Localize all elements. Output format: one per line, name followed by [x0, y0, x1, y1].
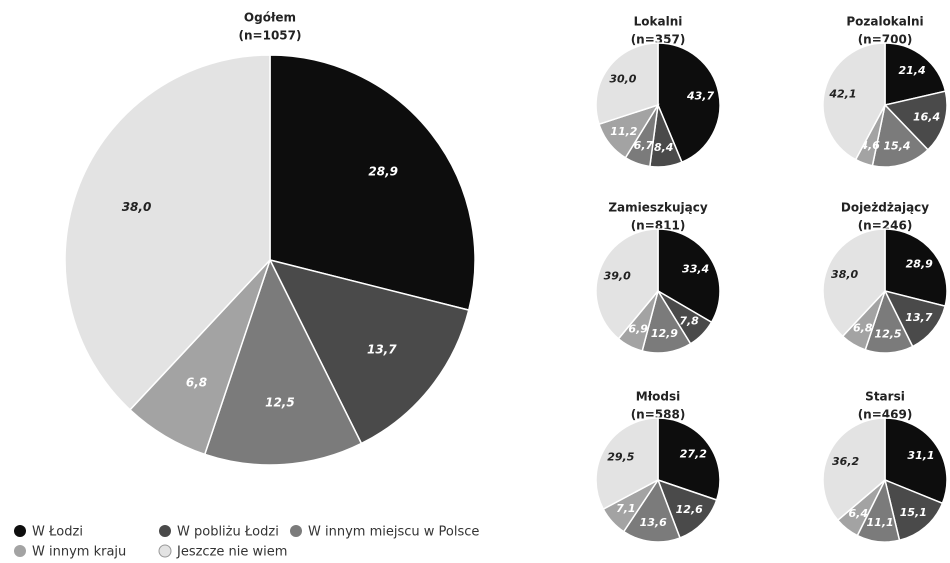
value-label: 12,5 [265, 396, 295, 410]
value-label: 13,7 [905, 311, 932, 324]
legend-marker [14, 525, 26, 537]
pie-slice [622, 478, 681, 543]
pie-slice [595, 42, 659, 126]
value-label: 12,5 [874, 327, 901, 340]
pie-slice [656, 478, 718, 539]
legend-marker [159, 525, 171, 537]
pie-slice [657, 228, 721, 324]
value-label: 43,7 [686, 89, 714, 102]
pie-slice [871, 103, 929, 168]
value-label: 6,7 [634, 139, 654, 152]
value-label: 38,0 [831, 268, 858, 281]
value-label: 13,7 [367, 342, 397, 356]
pie-title: Pozalokalni [846, 15, 923, 29]
pie-slice [64, 54, 271, 411]
value-label: 12,9 [651, 327, 678, 340]
value-label: 7,1 [616, 502, 636, 515]
value-label: 28,9 [906, 257, 933, 270]
value-label: 36,2 [832, 455, 859, 468]
legend-marker [290, 525, 302, 537]
pie-slice [884, 228, 948, 308]
pie-subtitle: (n=811) [631, 219, 686, 233]
value-label: 11,1 [867, 516, 894, 529]
pie-slice [822, 417, 886, 522]
value-label: 30,0 [609, 72, 636, 85]
value-label: 31,1 [907, 449, 934, 462]
pie-slice [269, 54, 476, 312]
pie-title: Zamieszkujący [608, 201, 708, 215]
legend-marker [14, 545, 26, 557]
pie-slice [883, 90, 948, 151]
value-label: 21,4 [898, 64, 925, 77]
pie-slice [822, 42, 886, 161]
pie-title: Lokalni [634, 15, 683, 29]
pie-subtitle: (n=700) [858, 33, 913, 47]
value-label: 6,4 [849, 507, 869, 520]
pie-subtitle: (n=1057) [239, 29, 302, 43]
value-label: 16,4 [913, 110, 940, 123]
pie-title: Ogółem [244, 11, 296, 25]
pie-subtitle: (n=246) [858, 219, 913, 233]
value-label: 28,9 [368, 164, 398, 178]
legend-label: W pobliżu Łodzi [177, 525, 279, 540]
value-label: 8,4 [654, 141, 674, 154]
pie-slice [657, 417, 721, 501]
value-label: 39,0 [604, 269, 631, 282]
value-label: 15,4 [883, 140, 910, 153]
pie-slice [657, 42, 721, 164]
legend-marker [158, 544, 172, 558]
value-label: 38,0 [122, 200, 152, 214]
pie-slice [883, 289, 947, 348]
value-label: 7,8 [679, 314, 699, 327]
value-label: 33,4 [682, 262, 709, 275]
value-label: 27,2 [680, 448, 707, 461]
pie-slice [595, 417, 659, 511]
value-label: 13,6 [640, 516, 667, 529]
legend-label: Jeszcze nie wiem [176, 545, 287, 560]
pie-subtitle: (n=588) [631, 408, 686, 422]
value-label: 29,5 [607, 451, 634, 464]
pie-subtitle: (n=357) [631, 33, 686, 47]
legend-label: W innym miejscu w Polsce [308, 525, 479, 540]
pie-slice [884, 42, 947, 106]
pie-subtitle: (n=469) [858, 408, 913, 422]
pie-title: Dojeżdżający [841, 201, 929, 215]
pie-title: Młodsi [636, 390, 680, 404]
pie-title: Starsi [865, 390, 905, 404]
pie-slice [203, 258, 363, 466]
value-label: 15,1 [900, 506, 927, 519]
value-label: 12,6 [676, 503, 703, 516]
pie-slice [822, 228, 886, 338]
value-label: 42,1 [828, 87, 856, 100]
pie-slice [595, 228, 659, 340]
legend-label: W innym kraju [32, 545, 126, 560]
value-label: 6,8 [186, 376, 207, 390]
pie-slice [268, 258, 470, 445]
value-label: 6,8 [853, 321, 873, 334]
pie-slice [884, 417, 948, 505]
legend-label: W Łodzi [32, 525, 83, 540]
value-label: 6,9 [628, 323, 648, 336]
pie-slice [883, 478, 944, 542]
value-label: 11,2 [610, 125, 637, 138]
